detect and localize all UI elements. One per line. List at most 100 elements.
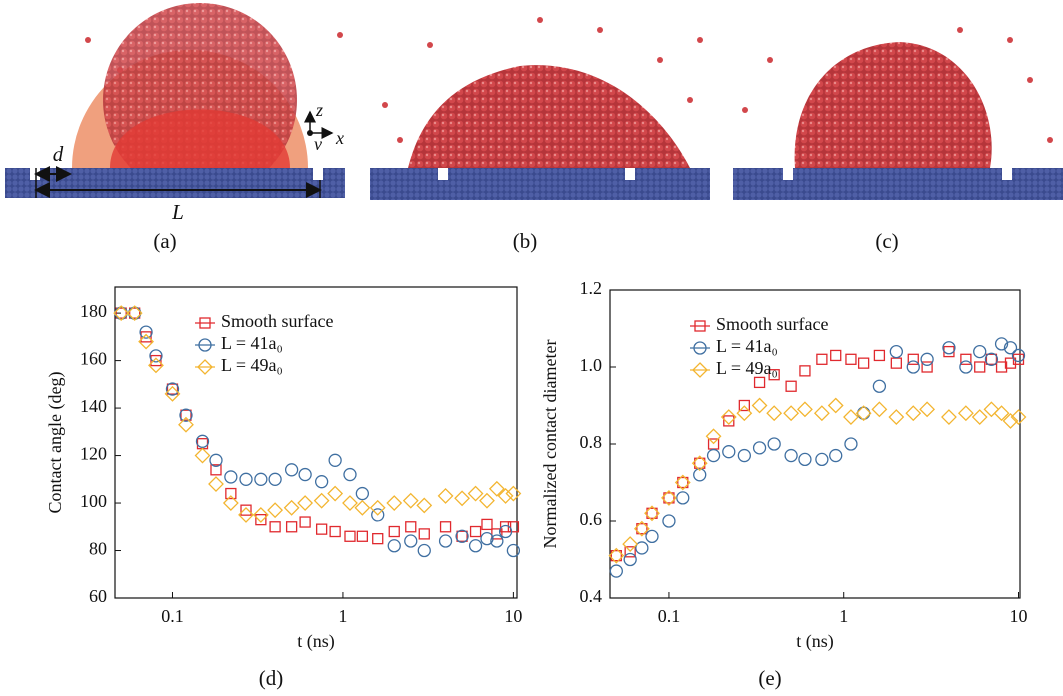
- marker-square: [285, 521, 298, 533]
- marker-square: [115, 307, 127, 319]
- marker-circle: [1003, 341, 1018, 355]
- marker-diamond: [720, 409, 737, 425]
- marker-circle: [468, 539, 483, 553]
- annotation-d: d: [53, 142, 64, 166]
- panel-a-illustration: [5, 3, 345, 198]
- marker-diamond: [505, 485, 522, 502]
- panel-label: (b): [513, 229, 538, 253]
- marker-diamond: [297, 495, 314, 511]
- marker-circle: [328, 453, 342, 467]
- x-tick-label: 10: [1009, 606, 1027, 626]
- marker-diamond: [267, 502, 284, 519]
- panel-label: (e): [758, 666, 781, 690]
- marker-square: [240, 504, 252, 516]
- marker-circle: [149, 349, 163, 363]
- marker-diamond: [871, 401, 888, 418]
- y-tick-label: 0.4: [580, 586, 603, 606]
- marker-diamond: [283, 499, 300, 516]
- marker-square: [785, 380, 797, 392]
- marker-diamond: [178, 416, 194, 433]
- marker-diamond: [194, 447, 211, 464]
- marker-diamond: [402, 492, 419, 509]
- marker-circle: [662, 514, 676, 528]
- marker-diamond: [164, 385, 181, 402]
- marker-diamond: [113, 305, 130, 322]
- y-tick-label: 140: [80, 396, 107, 416]
- marker-square: [481, 518, 493, 531]
- marker-circle: [635, 541, 649, 555]
- panel-label: (a): [153, 229, 176, 253]
- marker-square: [344, 530, 356, 542]
- marker-diamond: [138, 333, 154, 350]
- marker-square: [372, 532, 384, 545]
- marker-square: [315, 523, 328, 535]
- marker-circle: [224, 470, 238, 484]
- marker-circle: [284, 463, 299, 477]
- marker-diamond: [327, 485, 344, 502]
- marker-circle: [676, 491, 690, 505]
- marker-circle: [959, 360, 973, 374]
- marker-square: [799, 365, 811, 377]
- marker-circle: [371, 508, 385, 522]
- annotation-z: z: [315, 100, 323, 120]
- marker-circle: [480, 531, 494, 546]
- x-tick-label: 1: [839, 606, 848, 626]
- marker-diamond: [416, 497, 433, 514]
- marker-square: [150, 354, 162, 367]
- marker-diamond: [126, 305, 143, 322]
- marker-circle: [165, 382, 180, 396]
- marker-circle: [417, 543, 431, 558]
- marker-diamond: [888, 409, 905, 425]
- marker-circle: [254, 472, 268, 486]
- marker-circle: [784, 448, 798, 463]
- marker-square: [768, 369, 780, 381]
- marker-diamond: [661, 489, 677, 506]
- marker-diamond: [148, 357, 164, 374]
- y-tick-label: 0.6: [580, 509, 603, 529]
- panel-c-illustration: [733, 27, 1063, 200]
- marker-diamond: [238, 506, 254, 523]
- marker-circle: [767, 437, 781, 451]
- marker-circle: [355, 486, 370, 501]
- y-tick-label: 1.0: [580, 355, 603, 375]
- y-tick-label: 1.2: [580, 278, 603, 298]
- marker-diamond: [736, 405, 753, 422]
- marker-diamond: [919, 401, 936, 418]
- marker-square: [873, 349, 886, 362]
- y-tick-label: 0.8: [580, 432, 603, 452]
- marker-diamond: [905, 405, 922, 422]
- marker-square: [857, 357, 870, 369]
- marker-square: [995, 361, 1008, 373]
- marker-square: [960, 353, 972, 365]
- marker-circle: [798, 452, 812, 467]
- marker-circle: [645, 529, 659, 544]
- marker-diamond: [454, 490, 470, 507]
- marker-square: [225, 487, 237, 500]
- legend-label: L = 49a₀: [221, 355, 283, 375]
- marker-circle: [239, 472, 253, 486]
- marker-diamond: [467, 485, 484, 502]
- marker-square: [830, 349, 842, 362]
- marker-diamond: [751, 397, 768, 414]
- marker-circle: [722, 445, 736, 459]
- legend-label: L = 41a₀: [716, 336, 778, 356]
- marker-circle: [128, 306, 142, 320]
- marker-square: [299, 516, 311, 528]
- marker-square: [845, 353, 857, 365]
- marker-diamond: [983, 401, 1000, 418]
- marker-circle: [623, 552, 637, 567]
- y-tick-label: 180: [80, 301, 107, 321]
- marker-diamond: [813, 405, 830, 422]
- y-axis-label: Contact angle (deg): [45, 372, 66, 514]
- marker-square: [405, 521, 417, 533]
- marker-diamond: [208, 476, 224, 492]
- marker-diamond: [252, 506, 269, 523]
- marker-circle: [498, 524, 513, 539]
- legend-label: L = 49a₀: [716, 358, 778, 378]
- marker-square: [388, 525, 400, 538]
- marker-diamond: [622, 536, 639, 553]
- marker-square: [418, 528, 430, 540]
- marker-square: [907, 353, 919, 365]
- annotation-l: L: [171, 200, 184, 224]
